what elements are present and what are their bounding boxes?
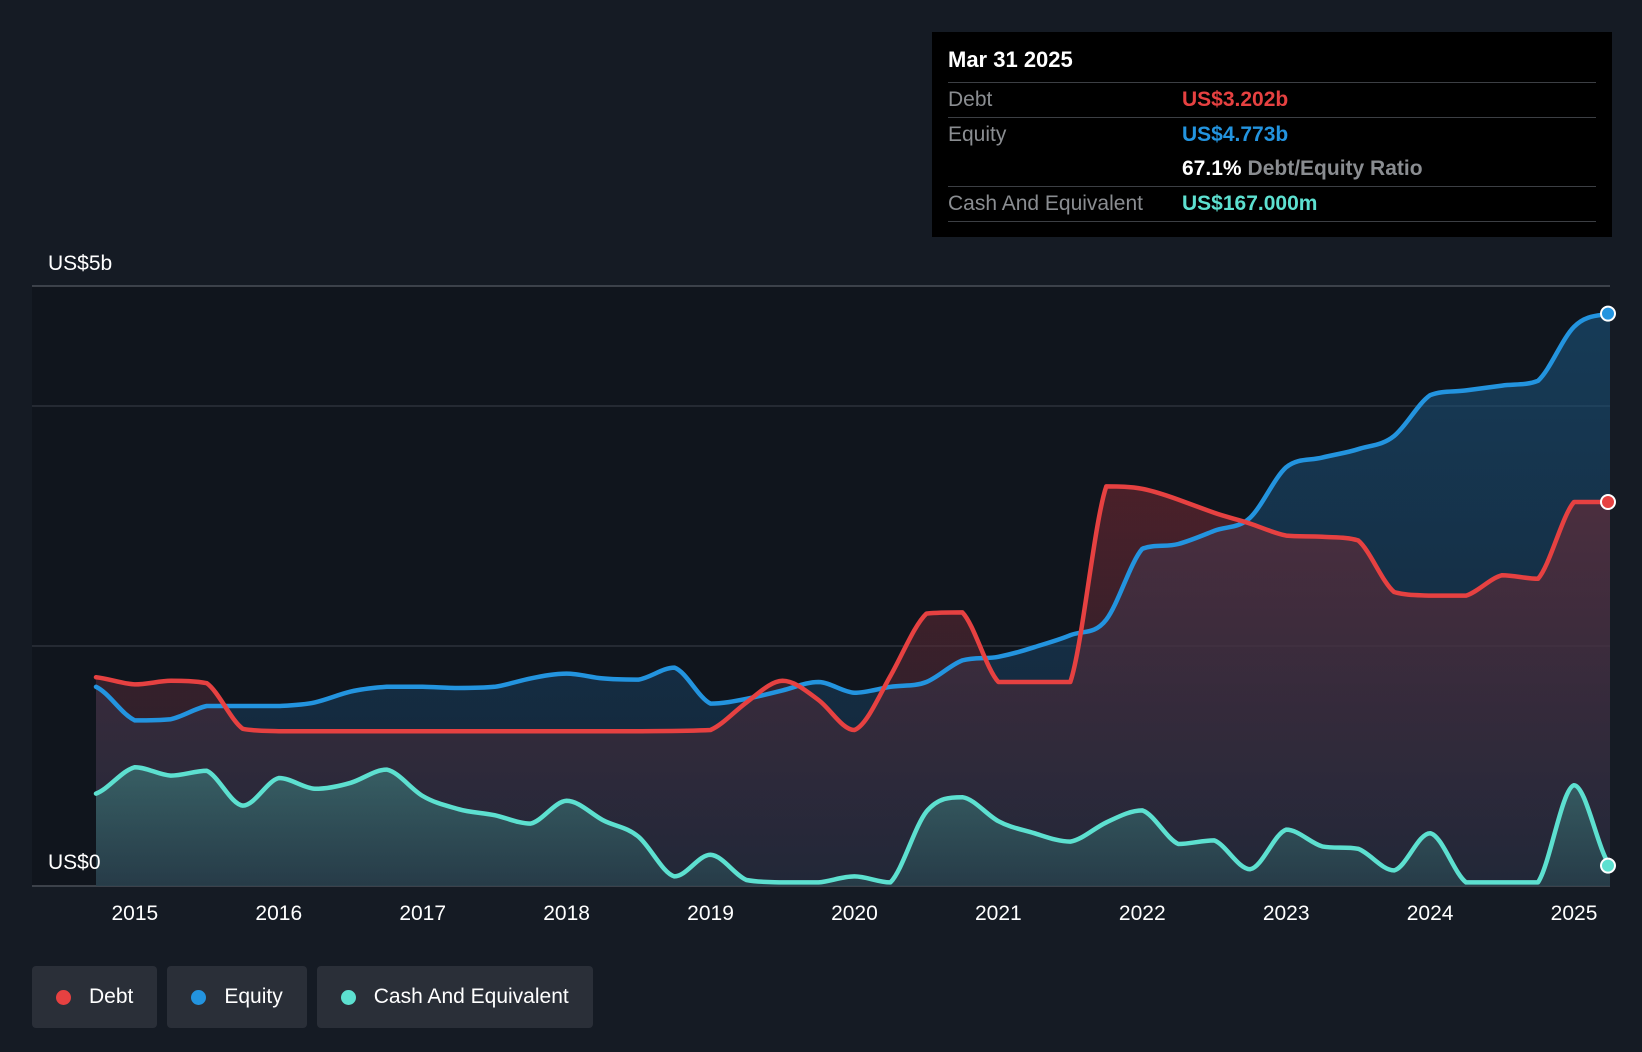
x-tick-label: 2024 [1407, 902, 1454, 925]
x-tick-label: 2017 [399, 902, 446, 925]
x-tick-label: 2023 [1263, 902, 1310, 925]
x-tick-label: 2022 [1119, 902, 1166, 925]
tooltip-debt-row: Debt US$3.202b [948, 83, 1596, 118]
data-tooltip: Mar 31 2025 Debt US$3.202b Equity US$4.7… [932, 32, 1612, 237]
legend-label-cash: Cash And Equivalent [373, 985, 569, 1008]
tooltip-ratio-spacer [948, 152, 1182, 186]
x-tick-label: 2020 [831, 902, 878, 925]
series-end-markers [1600, 305, 1616, 874]
cash-dot-icon [340, 989, 356, 1005]
tooltip-date: Mar 31 2025 [948, 46, 1596, 83]
equity-dot-icon [191, 989, 207, 1005]
series-lines [93, 311, 1610, 885]
debt-dot-icon [56, 989, 71, 1005]
debt-line [93, 484, 1610, 734]
legend-item-equity[interactable]: Equity [167, 966, 307, 1028]
tooltip-equity-value: US$4.773b [1182, 123, 1289, 146]
x-tick-label: 2025 [1551, 902, 1598, 925]
equity-end-dot [1600, 305, 1616, 322]
debt-end-dot [1600, 494, 1616, 510]
x-tick-label: 2021 [975, 902, 1022, 925]
legend-item-debt[interactable]: Debt [32, 966, 158, 1028]
legend-label-debt: Debt [89, 985, 134, 1008]
legend-item-cash[interactable]: Cash And Equivalent [316, 966, 593, 1028]
equity-line [93, 311, 1610, 723]
tooltip-equity-row: Equity US$4.773b [948, 118, 1596, 152]
x-axis-ticks: 2015 2016 2017 2018 2019 2020 2021 2022 2023 2024… [111, 902, 1597, 925]
x-tick-label: 2016 [255, 902, 302, 925]
cash-end-dot [1600, 857, 1616, 874]
tooltip-cash-row: Cash And Equivalent US$167.000m [948, 187, 1596, 222]
x-tick-label: 2018 [543, 902, 590, 925]
cash-line [93, 764, 1610, 885]
tooltip-cash-label: Cash And Equivalent [948, 192, 1143, 215]
chart-legend: Debt Equity Cash And Equivalent [32, 966, 593, 1028]
legend-label-equity: Equity [224, 985, 283, 1008]
tooltip-ratio-value: 67.1% [1182, 157, 1242, 180]
y-axis-bottom-label: US$0 [48, 851, 101, 874]
tooltip-equity-label: Equity [948, 123, 1007, 146]
x-tick-label: 2015 [111, 902, 158, 925]
tooltip-debt-value: US$3.202b [1182, 88, 1289, 111]
x-tick-label: 2019 [687, 902, 734, 925]
debt-area [96, 486, 1610, 886]
y-axis-top-label: US$5b [48, 252, 112, 275]
tooltip-cash-value: US$167.000m [1182, 192, 1318, 215]
tooltip-ratio-row: 67.1% Debt/Equity Ratio [948, 152, 1596, 187]
tooltip-ratio-label: Debt/Equity Ratio [1247, 157, 1423, 180]
tooltip-debt-label: Debt [948, 88, 993, 111]
